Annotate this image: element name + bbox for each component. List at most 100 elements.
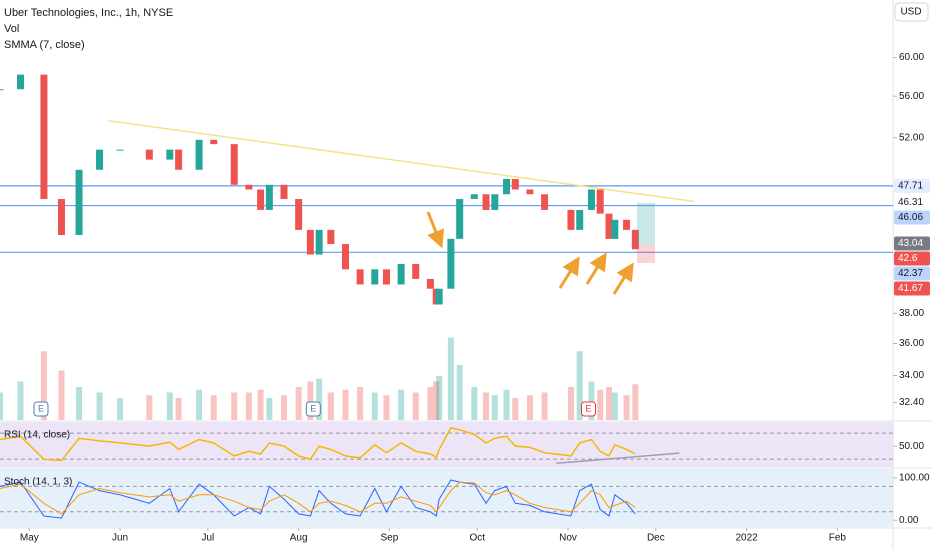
y-tick-label: 56.00 xyxy=(899,91,924,102)
event-label: E xyxy=(585,403,591,413)
price-label-box xyxy=(894,195,930,210)
candle xyxy=(175,149,183,170)
volume-bar xyxy=(295,387,302,420)
volume-bar xyxy=(383,395,390,420)
arrow xyxy=(426,211,445,249)
candle xyxy=(57,199,65,235)
candle xyxy=(356,269,364,285)
stoch-tick-label: 0.00 xyxy=(899,515,919,526)
price-label-box xyxy=(894,266,930,281)
candle xyxy=(116,149,124,151)
arrow xyxy=(558,256,580,289)
volume-bar xyxy=(512,398,519,420)
volume-bar xyxy=(588,381,595,420)
candle xyxy=(280,184,288,200)
rsi-trendline xyxy=(556,452,680,464)
candle xyxy=(166,149,174,160)
volume-bar xyxy=(503,389,510,420)
volume-bar xyxy=(76,387,83,420)
volume-bar xyxy=(576,351,583,420)
volume-bar xyxy=(266,398,273,420)
price-label: 42.37 xyxy=(898,268,923,279)
x-tick-label: Oct xyxy=(469,533,485,544)
price-label: 42.6 xyxy=(898,253,918,264)
event-marker xyxy=(581,401,597,417)
candle xyxy=(145,149,153,160)
price-label: 43.04 xyxy=(898,238,923,249)
volume-bar xyxy=(342,389,349,420)
candle xyxy=(631,229,639,250)
candle xyxy=(75,169,83,235)
candle xyxy=(371,269,379,285)
x-tick-label: Aug xyxy=(290,533,308,544)
volume-bar xyxy=(605,387,612,420)
candle xyxy=(611,219,619,239)
x-tick-label: Feb xyxy=(829,533,847,544)
volume-bar xyxy=(281,395,288,420)
x-tick-label: 2022 xyxy=(735,533,758,544)
stoch-d xyxy=(0,481,636,515)
candle xyxy=(210,139,218,145)
candle xyxy=(382,269,390,285)
price-label-box xyxy=(894,178,930,193)
candle xyxy=(426,278,434,289)
stoch-tick-label: 100.00 xyxy=(899,473,930,484)
currency-button[interactable] xyxy=(894,2,929,22)
volume-bar xyxy=(632,384,639,420)
volume-bar xyxy=(597,389,604,420)
stoch-k xyxy=(0,479,636,519)
candle xyxy=(491,194,499,210)
x-tick-label: Sep xyxy=(381,533,399,544)
candle xyxy=(596,189,604,214)
volume-bar xyxy=(307,381,314,420)
volume-bar xyxy=(327,392,334,420)
price-label-box xyxy=(894,281,930,296)
volume-bar xyxy=(96,392,103,420)
event-marker xyxy=(305,401,321,417)
y-tick-label: 32.40 xyxy=(899,397,924,408)
volume-bar xyxy=(483,392,490,420)
rsi-line xyxy=(0,427,636,462)
volume-bar xyxy=(491,395,498,420)
candle xyxy=(541,194,549,210)
x-tick-label: Jul xyxy=(201,533,214,544)
volume-bar xyxy=(567,387,574,420)
volume-bar xyxy=(175,398,182,420)
volume-bar xyxy=(210,395,217,420)
rsi-tick-label: 50.00 xyxy=(899,441,924,452)
y-tick-label: 52.00 xyxy=(899,132,924,143)
candle xyxy=(315,229,323,255)
candle xyxy=(526,189,534,195)
candle xyxy=(96,149,104,170)
candle xyxy=(456,199,464,239)
volume-bar xyxy=(231,392,238,420)
volume-bar xyxy=(456,365,463,420)
study-label: SMMA (7, close) xyxy=(4,39,85,51)
volume-bar xyxy=(40,351,47,420)
currency[interactable]: USD xyxy=(900,7,921,18)
volume-bar xyxy=(0,392,3,420)
volume-bar xyxy=(447,337,454,420)
candle xyxy=(327,229,335,245)
candle xyxy=(576,209,584,230)
volume-bar xyxy=(433,381,440,420)
candle xyxy=(230,144,238,185)
volume-bar xyxy=(611,392,618,420)
candle xyxy=(306,229,314,255)
price-label-box xyxy=(894,251,930,266)
event-marker xyxy=(33,401,49,417)
price-label-box xyxy=(894,236,930,251)
candle xyxy=(397,263,405,285)
x-tick-label: Jun xyxy=(112,533,128,544)
candle xyxy=(511,178,519,190)
candle xyxy=(195,139,203,170)
study-label: Vol xyxy=(4,23,19,35)
volume-bar xyxy=(146,395,153,420)
price-label: 47.71 xyxy=(898,180,923,191)
candle xyxy=(503,178,511,195)
volume-bar xyxy=(316,378,323,420)
volume-bar xyxy=(17,381,24,420)
volume-bar xyxy=(117,398,124,420)
